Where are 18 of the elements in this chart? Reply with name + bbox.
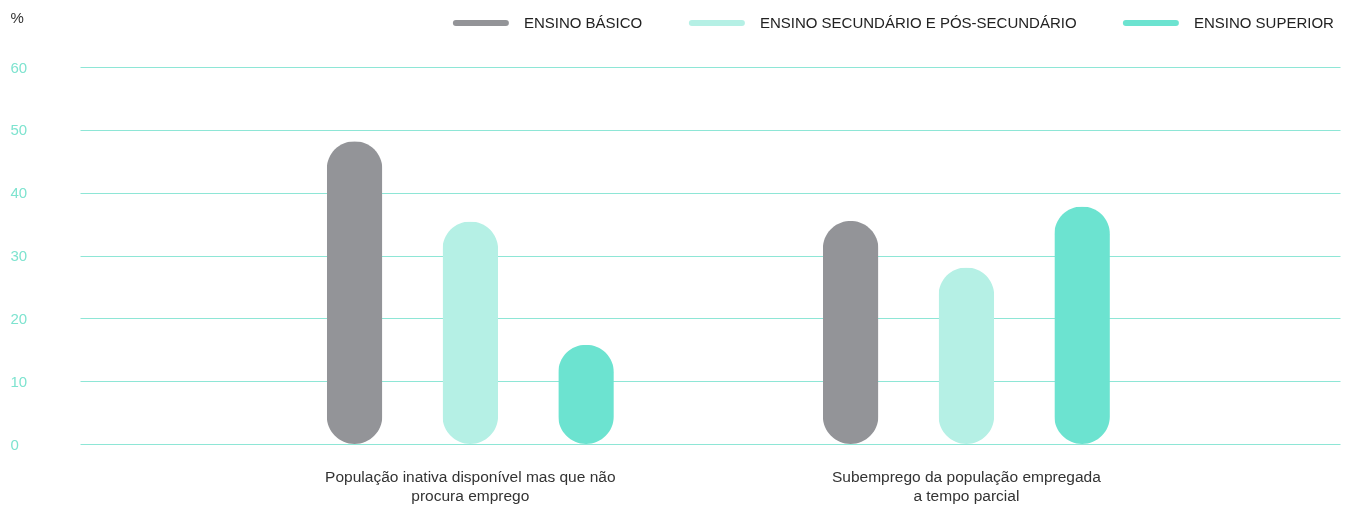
y-tick-label: 50: [10, 121, 28, 139]
legend-label: ENSINO BÁSICO: [523, 14, 643, 31]
legend-label: ENSINO SUPERIOR: [1193, 14, 1335, 31]
y-tick-label: 10: [10, 372, 28, 390]
y-axis-title: %: [10, 8, 24, 26]
y-tick-label: 0: [10, 435, 19, 453]
y-tick-label: 20: [10, 309, 28, 327]
bar: [442, 221, 499, 444]
bar: [822, 220, 879, 444]
y-tick-label: 40: [10, 184, 28, 202]
legend-label: ENSINO SECUNDÁRIO E PÓS-SECUNDÁRIO: [759, 14, 1077, 31]
bar: [326, 141, 383, 444]
bar: [938, 267, 995, 444]
x-tick-label: População inativa disponível mas que não procura emprego: [325, 467, 616, 504]
y-tick-label: 60: [10, 58, 28, 76]
bar: [1054, 206, 1110, 444]
y-tick-label: 30: [10, 247, 28, 264]
x-tick-label: Subemprego da população empregada a tempo parcial: [831, 467, 1102, 504]
